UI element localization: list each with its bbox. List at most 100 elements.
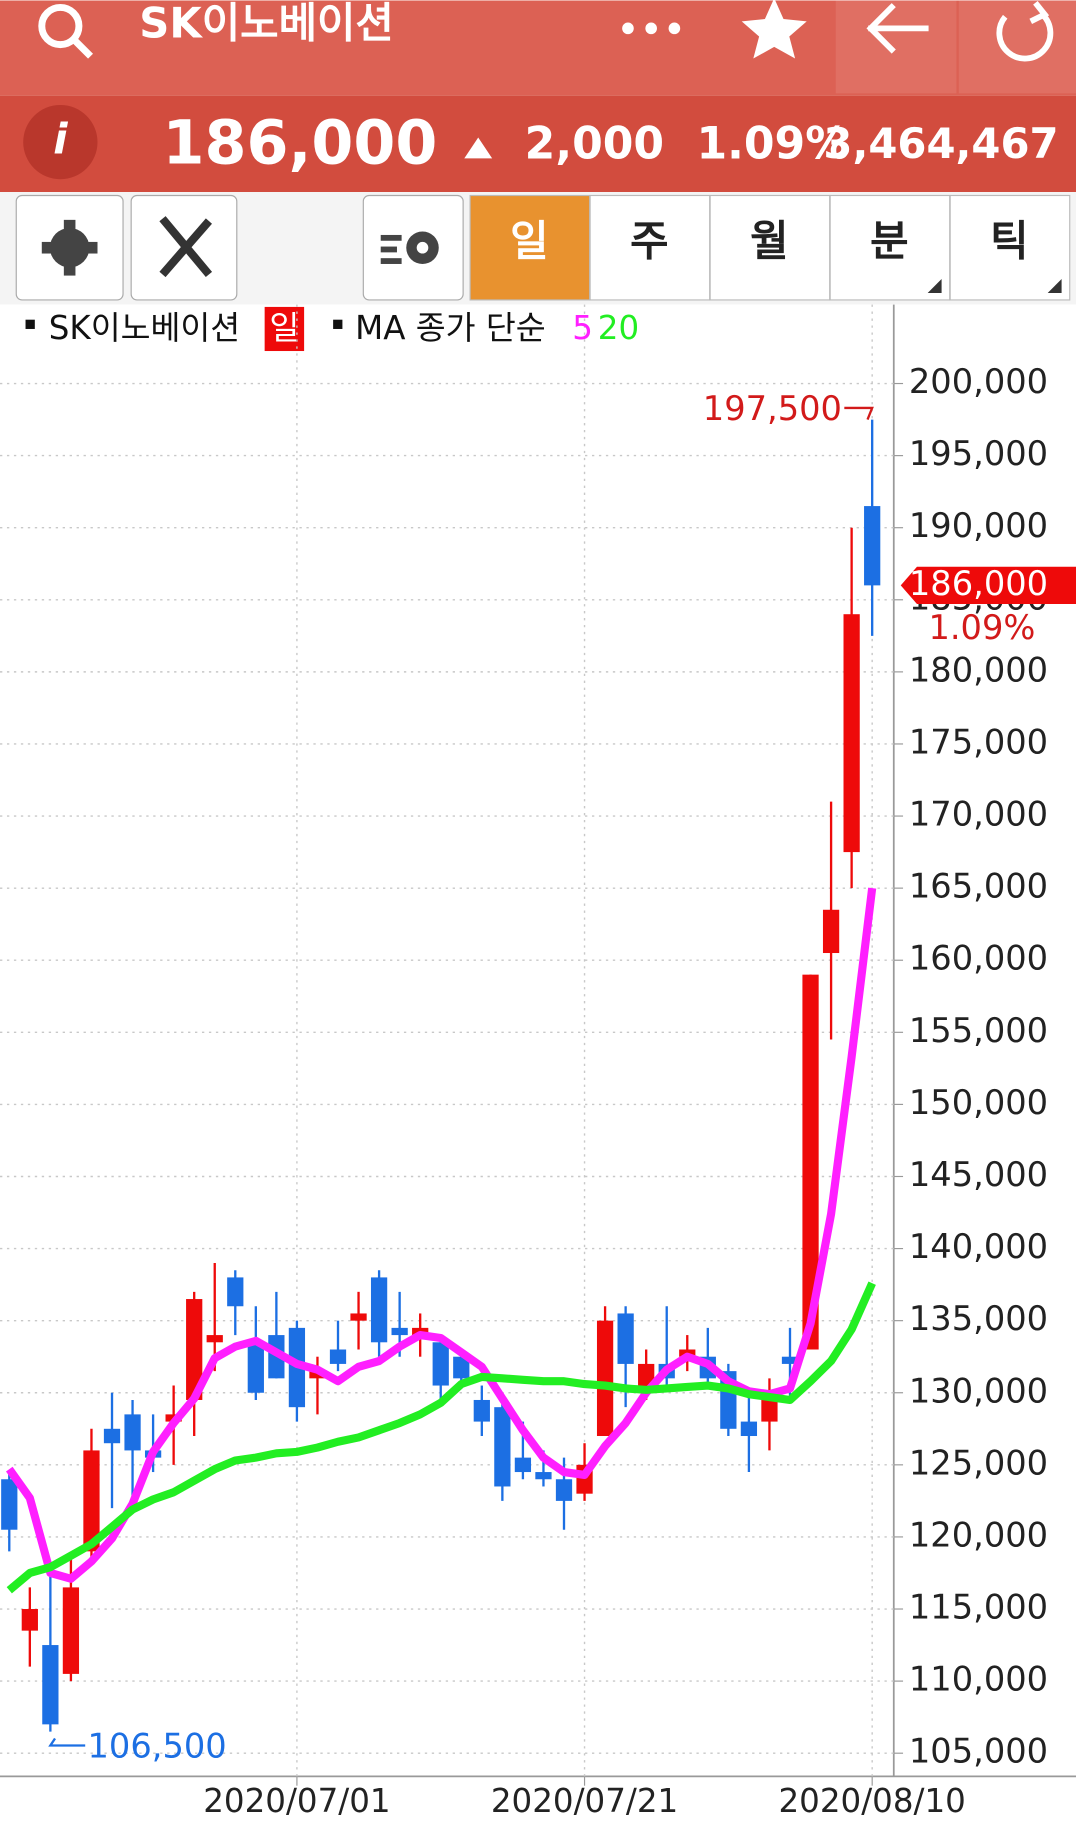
candle-body [42,1645,59,1725]
search-icon[interactable] [38,3,93,59]
last-price-label: 186,000 [909,564,1048,603]
y-tick-label: 190,000 [909,506,1048,545]
y-tick-label: 135,000 [909,1299,1048,1338]
period-tab-label[interactable]: 분 [870,217,908,266]
moving-average-line [5,887,877,1583]
period-tab[interactable] [829,194,951,301]
price-change: 2,000 [525,119,664,170]
y-tick-label: 170,000 [909,795,1048,834]
refresh-icon[interactable] [996,0,1054,62]
more-icon[interactable] [622,22,681,35]
y-tick-label: 160,000 [909,939,1048,978]
back-icon[interactable] [866,3,929,54]
x-tick-label: 2020/07/01 [203,1782,390,1820]
up-triangle [464,137,493,159]
legend-stock: SK이노베이션 [49,309,240,347]
change-percent: 1.09% [696,119,849,170]
star-icon[interactable] [741,0,807,59]
y-tick-label: 150,000 [909,1083,1048,1122]
gear-icon [41,219,98,276]
candle-body [514,1457,532,1473]
info-icon[interactable]: i [53,115,68,164]
candle-body [227,1277,244,1307]
candle-body [432,1342,449,1386]
legend-ma-period: 20 [598,309,639,347]
period-tab-label[interactable]: 주 [630,217,668,266]
candle-body [761,1399,778,1422]
candle-body [781,1356,799,1364]
candle-body [350,1313,367,1321]
y-tick-label: 145,000 [909,1155,1048,1194]
refresh-button-bg[interactable] [958,0,1076,94]
x-tick-label: 2020/07/21 [491,1782,678,1820]
legend-ma-period: 5 [572,309,593,347]
candle-body [453,1356,470,1379]
y-tick-label: 165,000 [909,867,1048,906]
tools-icon [159,216,213,278]
period-tab-label[interactable]: 일 [510,217,548,266]
last-price-tag [900,566,1076,604]
candle-body [370,1277,388,1343]
low-label: 106,500 [88,1726,227,1765]
x-tick-label: 2020/08/10 [779,1782,966,1820]
stock-title: SK이노베이션 [139,0,394,48]
back-button-bg[interactable] [835,0,957,94]
period-tab-label[interactable]: 틱 [990,217,1028,266]
candle-body [555,1479,573,1501]
candle-body [186,1299,203,1400]
last-change-label: 1.09% [928,608,1035,647]
candle-body [124,1414,141,1451]
legend-bullet [333,319,343,329]
candle-body [617,1313,634,1364]
price-bar [0,95,1076,193]
candle-body [21,1609,38,1631]
y-tick-label: 130,000 [909,1371,1048,1410]
y-tick-label: 125,000 [909,1443,1048,1482]
candle-body [83,1450,100,1552]
candle-body [864,506,881,586]
period-tab-label[interactable]: 월 [750,217,788,266]
y-tick-label: 195,000 [909,434,1048,473]
high-arrow [844,406,874,421]
y-tick-label: 140,000 [909,1227,1048,1266]
candle-body [1,1479,18,1530]
y-tick-label: 115,000 [909,1588,1048,1627]
candle-body [473,1399,490,1422]
candle-body [103,1428,121,1444]
candle-body [309,1371,326,1379]
period-tab[interactable] [709,194,831,301]
y-tick-label: 110,000 [909,1660,1048,1699]
candle-body [329,1349,347,1364]
candle-body [535,1472,552,1480]
indicator-icon [380,231,439,264]
candle-body [740,1421,758,1437]
y-tick-label: 175,000 [909,722,1048,761]
chart-area [0,304,1076,1777]
legend-ma: MA 종가 단순 [355,309,546,347]
period-tab[interactable] [949,194,1071,301]
y-tick-label: 120,000 [909,1515,1048,1554]
candle-body [802,974,819,1350]
y-tick-label: 200,000 [909,362,1048,401]
candle-body [843,614,860,853]
y-tick-label: 105,000 [909,1732,1048,1771]
period-tab[interactable] [589,194,711,301]
candle-body [391,1327,408,1336]
period-badge [264,306,305,352]
moving-average-line [6,1281,876,1594]
candle-body [596,1320,614,1437]
legend-bullet [25,319,35,329]
y-tick-label: 155,000 [909,1011,1048,1050]
candle-body [494,1407,511,1487]
info-button[interactable] [23,104,98,180]
candle-body [247,1342,264,1393]
candle-body [822,909,840,954]
high-label: 197,500 [703,389,842,428]
candle-body [62,1587,80,1674]
low-arrow [48,1737,86,1747]
current-price: 186,000 [163,108,438,178]
volume: 3,464,467 [823,119,1058,168]
y-tick-label: 180,000 [909,650,1048,689]
